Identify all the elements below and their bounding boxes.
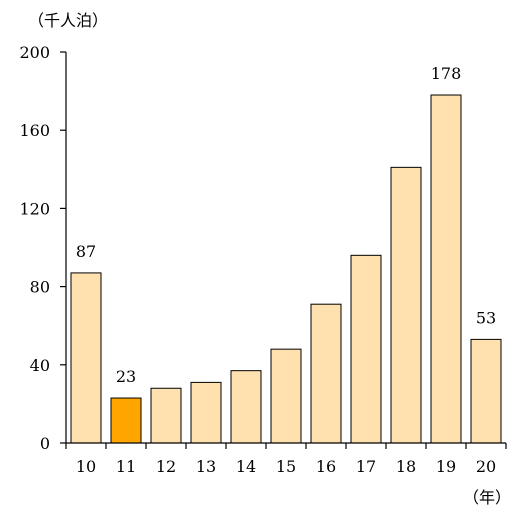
y-tick-label: 80	[30, 278, 50, 297]
y-axis-unit-label: （千人泊）	[28, 11, 108, 30]
x-tick-label: 20	[476, 457, 496, 476]
data-label-10: 87	[76, 242, 96, 261]
x-tick-label: 14	[236, 457, 256, 476]
bar-14	[230, 370, 262, 444]
data-label-11: 23	[116, 367, 136, 386]
bar-19	[430, 94, 462, 444]
bar-11	[110, 397, 142, 444]
x-axis: 10 11 12 13 14 15 16 17 18 19 20	[65, 443, 507, 476]
data-label-20: 53	[476, 308, 496, 327]
x-tick-label: 19	[436, 457, 456, 476]
bar-10	[70, 272, 102, 444]
x-tick-label: 11	[116, 457, 136, 476]
x-tick-label: 13	[196, 457, 216, 476]
y-tick-label: 200	[19, 43, 50, 62]
data-label-19: 178	[431, 64, 462, 83]
bar-16	[310, 303, 342, 444]
x-tick-label: 18	[396, 457, 416, 476]
bar-20	[470, 338, 502, 444]
bar-17	[350, 254, 382, 444]
y-tick-label: 160	[19, 121, 50, 140]
x-tick-label: 12	[156, 457, 176, 476]
y-axis: 0 40 80 120 160 200	[19, 43, 66, 453]
y-tick-label: 40	[30, 356, 50, 375]
bar-13	[190, 381, 222, 444]
bar-12	[150, 387, 182, 444]
y-tick-label: 120	[19, 199, 50, 218]
x-axis-unit-label: （年）	[463, 488, 511, 507]
x-tick-label: 10	[76, 457, 96, 476]
bar-15	[270, 348, 302, 444]
y-tick-label: 0	[40, 434, 50, 453]
bar-18	[390, 166, 422, 444]
data-labels-group: 87 23 178 53	[76, 64, 496, 386]
bars-group	[70, 94, 502, 444]
x-tick-label: 15	[276, 457, 296, 476]
x-tick-label: 17	[356, 457, 376, 476]
x-tick-label: 16	[316, 457, 336, 476]
